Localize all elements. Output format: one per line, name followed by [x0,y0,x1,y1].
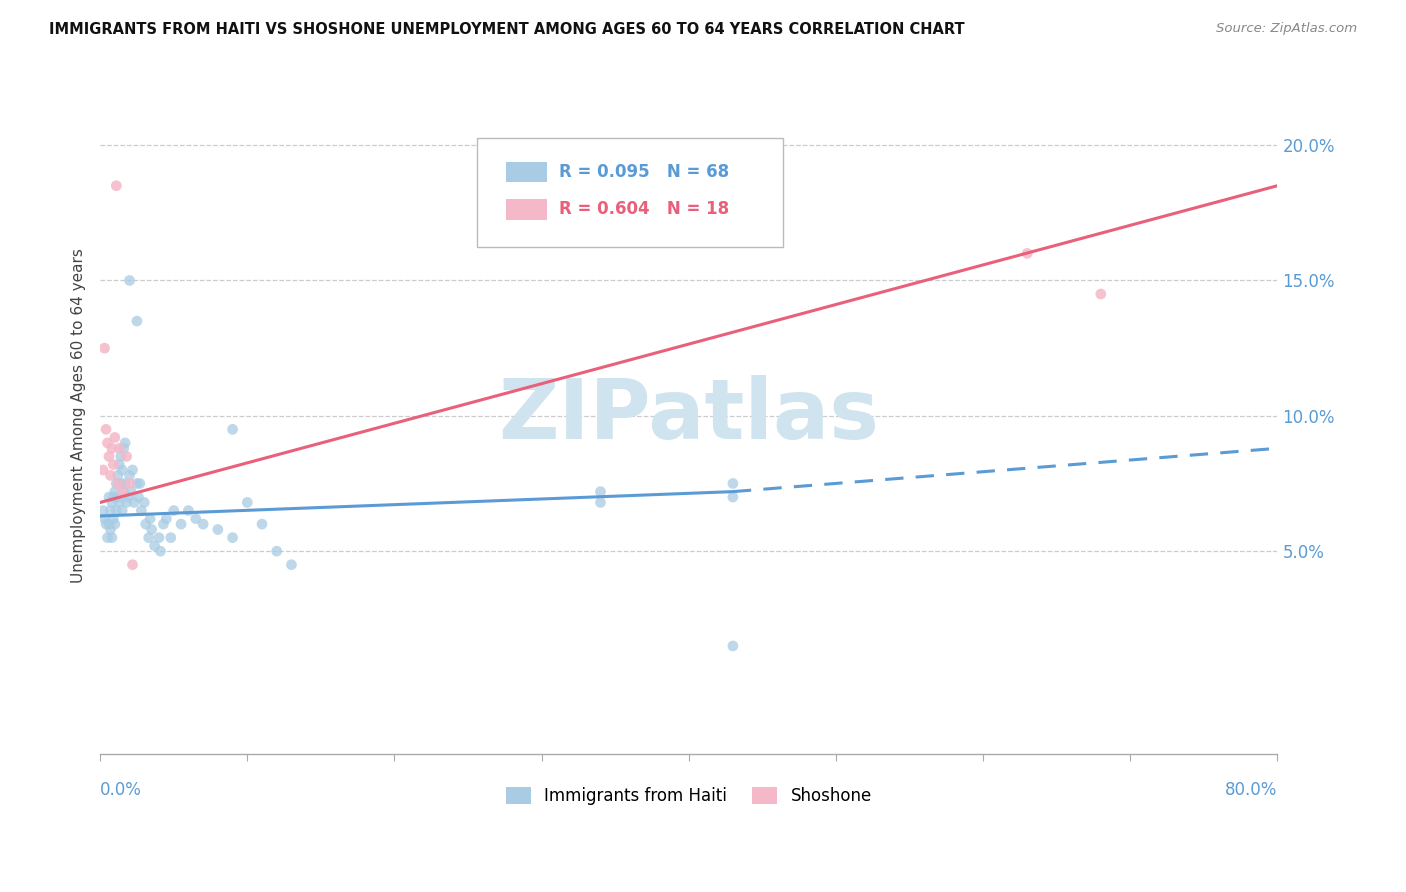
Point [107,476,129,491]
Point [108,458,131,472]
Point [107,490,129,504]
Point [125,314,148,328]
Point [155,511,177,525]
Point [110,476,132,491]
Point [112,442,135,456]
Point [120,484,142,499]
Point [127,490,149,504]
Bar [506,162,547,182]
Point [115,450,138,464]
Point [111,463,134,477]
Point [100,523,122,537]
Point [114,436,136,450]
Point [721,476,744,491]
Point [236,495,259,509]
Point [117,490,139,504]
Point [103,490,125,504]
Point [111,503,134,517]
Point [96,531,118,545]
Point [103,458,125,472]
Point [91,503,114,517]
Point [191,517,214,532]
Point [159,531,181,545]
Point [170,517,193,532]
Point [125,476,148,491]
Point [104,430,127,444]
Point [112,484,135,499]
Point [104,517,127,532]
Point [101,531,124,545]
Point [111,484,134,499]
FancyBboxPatch shape [477,138,783,246]
Point [134,495,156,509]
Text: ZIPatlas: ZIPatlas [498,376,879,457]
Point [101,442,124,456]
Point [128,476,150,491]
Point [118,468,141,483]
Point [122,495,145,509]
Point [107,468,129,483]
Text: R = 0.604   N = 18: R = 0.604 N = 18 [560,201,730,219]
Point [721,639,744,653]
Point [221,531,243,545]
Point [1090,287,1112,301]
Y-axis label: Unemployment Among Ages 60 to 64 years: Unemployment Among Ages 60 to 64 years [72,248,86,583]
Point [96,436,118,450]
Point [97,450,120,464]
Text: 0.0%: 0.0% [100,781,142,799]
Point [135,517,157,532]
Point [101,495,124,509]
Point [1017,246,1039,260]
Point [103,511,125,525]
Point [91,463,114,477]
Point [94,517,117,532]
Point [121,463,143,477]
Point [163,503,186,517]
Point [141,523,163,537]
Point [184,511,207,525]
Point [121,558,143,572]
Point [94,422,117,436]
Point [250,517,273,532]
Point [139,511,162,525]
Text: R = 0.095   N = 68: R = 0.095 N = 68 [560,163,730,181]
Point [589,495,612,509]
Point [177,503,200,517]
Point [108,495,131,509]
Point [108,442,131,456]
Point [104,484,127,499]
Text: IMMIGRANTS FROM HAITI VS SHOSHONE UNEMPLOYMENT AMONG AGES 60 TO 64 YEARS CORRELA: IMMIGRANTS FROM HAITI VS SHOSHONE UNEMPL… [49,22,965,37]
Point [97,517,120,532]
Point [149,544,172,558]
Point [110,450,132,464]
Point [93,511,115,525]
Point [93,341,115,355]
Point [114,476,136,491]
Point [100,468,122,483]
Point [721,490,744,504]
Point [105,476,128,491]
Text: Source: ZipAtlas.com: Source: ZipAtlas.com [1216,22,1357,36]
Legend: Immigrants from Haiti, Shoshone: Immigrants from Haiti, Shoshone [498,779,880,814]
Point [152,517,174,532]
Point [266,544,288,558]
Point [100,503,122,517]
Point [221,422,243,436]
Point [115,495,138,509]
Point [131,503,153,517]
Point [589,484,612,499]
Point [118,273,141,287]
Point [148,531,170,545]
Point [97,490,120,504]
Text: 80.0%: 80.0% [1225,781,1278,799]
Point [280,558,302,572]
Bar [506,199,547,219]
Point [207,523,229,537]
Point [105,503,128,517]
Point [143,539,166,553]
Point [138,531,160,545]
Point [105,178,128,193]
Point [118,476,141,491]
